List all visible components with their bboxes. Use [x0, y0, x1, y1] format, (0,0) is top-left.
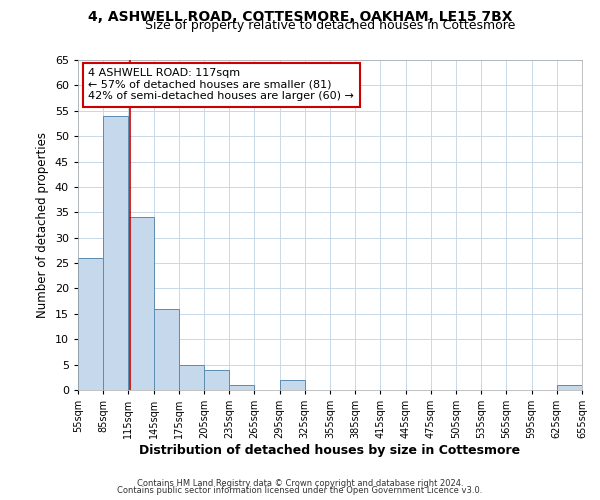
Y-axis label: Number of detached properties: Number of detached properties [36, 132, 49, 318]
Bar [179, 364, 204, 390]
Text: 4 ASHWELL ROAD: 117sqm
← 57% of detached houses are smaller (81)
42% of semi-det: 4 ASHWELL ROAD: 117sqm ← 57% of detached… [88, 68, 354, 102]
Bar [154, 309, 179, 390]
X-axis label: Distribution of detached houses by size in Cottesmore: Distribution of detached houses by size … [139, 444, 521, 457]
Text: Contains public sector information licensed under the Open Government Licence v3: Contains public sector information licen… [118, 486, 482, 495]
Bar [103, 116, 128, 390]
Bar [229, 385, 254, 390]
Bar [128, 218, 154, 390]
Bar [204, 370, 229, 390]
Bar [557, 385, 582, 390]
Text: Contains HM Land Registry data © Crown copyright and database right 2024.: Contains HM Land Registry data © Crown c… [137, 478, 463, 488]
Bar [280, 380, 305, 390]
Text: 4, ASHWELL ROAD, COTTESMORE, OAKHAM, LE15 7BX: 4, ASHWELL ROAD, COTTESMORE, OAKHAM, LE1… [88, 10, 512, 24]
Title: Size of property relative to detached houses in Cottesmore: Size of property relative to detached ho… [145, 20, 515, 32]
Bar [78, 258, 103, 390]
